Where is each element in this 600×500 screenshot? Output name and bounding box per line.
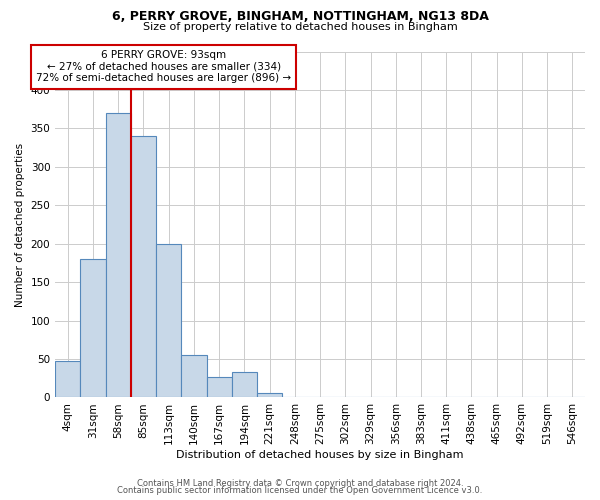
Bar (560, 396, 585, 398)
Bar (206, 376, 232, 398)
Bar (80, 259, 106, 398)
Bar (106, 113, 131, 398)
Text: Contains public sector information licensed under the Open Government Licence v3: Contains public sector information licen… (118, 486, 482, 495)
Text: 6, PERRY GROVE, BINGHAM, NOTTINGHAM, NG13 8DA: 6, PERRY GROVE, BINGHAM, NOTTINGHAM, NG1… (112, 10, 488, 23)
Bar (181, 355, 206, 398)
Bar (156, 244, 181, 398)
Text: Contains HM Land Registry data © Crown copyright and database right 2024.: Contains HM Land Registry data © Crown c… (137, 478, 463, 488)
Text: Size of property relative to detached houses in Bingham: Size of property relative to detached ho… (143, 22, 457, 32)
Bar (131, 136, 156, 398)
Text: 6 PERRY GROVE: 93sqm
← 27% of detached houses are smaller (334)
72% of semi-deta: 6 PERRY GROVE: 93sqm ← 27% of detached h… (36, 50, 291, 84)
Bar (232, 372, 257, 398)
X-axis label: Distribution of detached houses by size in Bingham: Distribution of detached houses by size … (176, 450, 464, 460)
Bar (257, 393, 282, 398)
Y-axis label: Number of detached properties: Number of detached properties (15, 142, 25, 306)
Bar (55, 360, 80, 398)
